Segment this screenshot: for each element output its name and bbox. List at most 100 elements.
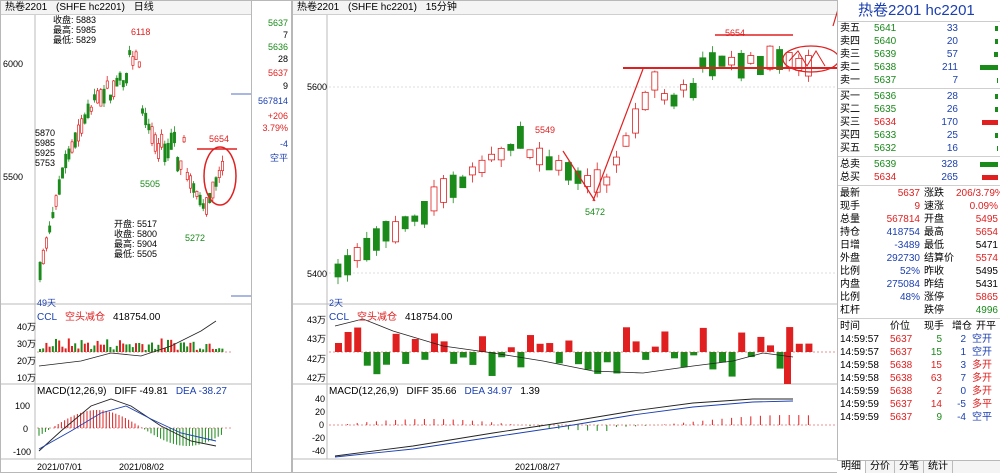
ask-row[interactable]: 卖二 5638 211 xyxy=(838,61,1000,74)
candle-body xyxy=(93,94,96,101)
candle-body xyxy=(57,179,61,195)
candle-body xyxy=(86,103,90,118)
candle-body xyxy=(70,141,74,153)
total-row-volume: 265 xyxy=(941,172,958,183)
bid-row-volume: 170 xyxy=(941,117,958,128)
ask-row-label: 卖五 xyxy=(840,23,860,34)
candle-body xyxy=(536,147,544,166)
ask-row[interactable]: 卖五 5641 33 xyxy=(838,22,1000,35)
ask-row[interactable]: 卖三 5639 57 xyxy=(838,48,1000,61)
candle-body xyxy=(166,143,170,159)
oi-bar xyxy=(151,342,153,352)
tab-detail[interactable]: 明细 xyxy=(837,461,866,473)
stat-label-2: 涨停 xyxy=(924,292,944,303)
oi-bar xyxy=(555,352,563,364)
trade-row[interactable]: 14:59:59 5638 2 0 多开 xyxy=(838,385,1000,398)
oi-bar xyxy=(192,341,195,352)
stat-label: 外盘 xyxy=(840,253,860,264)
candle-body xyxy=(147,123,151,131)
trade-row[interactable]: 14:59:57 5637 15 1 空开 xyxy=(838,346,1000,359)
bid-row[interactable]: 买三 5634 170 xyxy=(838,116,1000,129)
oi-bar xyxy=(61,346,64,352)
stat-value: 275084 xyxy=(886,279,920,290)
trade-price: 5637 xyxy=(890,334,913,345)
bid-row[interactable]: 买二 5635 26 xyxy=(838,103,1000,116)
tab-tick[interactable]: 分笔 xyxy=(895,461,924,473)
tab-price[interactable]: 分价 xyxy=(866,461,895,473)
trade-row[interactable]: 14:59:59 5637 9 -4 空平 xyxy=(838,411,1000,424)
total-row[interactable]: 总买 5634 265 xyxy=(838,171,1000,184)
stat-row: 杠杆 跌停 4996 xyxy=(838,304,1000,317)
trade-row[interactable]: 14:59:58 5638 63 7 多开 xyxy=(838,372,1000,385)
bid-row-label: 买二 xyxy=(840,104,860,115)
oi-bar xyxy=(431,333,438,352)
ask-row-price: 5639 xyxy=(874,49,897,60)
bid-row-label: 买五 xyxy=(840,143,860,154)
ohlc-tooltip-top: 收盘: 5883 最高: 5985 最低: 5829 xyxy=(53,15,97,45)
trade-oi-change: 0 xyxy=(960,386,966,397)
trade-row[interactable]: 14:59:58 5638 15 3 多开 xyxy=(838,359,1000,372)
total-row[interactable]: 总卖 5639 328 xyxy=(838,158,1000,171)
oi-bar xyxy=(109,347,112,352)
bid-row-volume-bar xyxy=(995,133,998,138)
period-label[interactable]: 日线 xyxy=(133,2,154,13)
trade-type: 空平 xyxy=(972,412,992,423)
oi-bar xyxy=(115,345,118,352)
candle-body xyxy=(102,88,106,104)
oi-bar xyxy=(479,336,486,352)
trend-line xyxy=(592,68,644,202)
stat-value: 48% xyxy=(899,292,920,303)
bid-row[interactable]: 买一 5636 28 xyxy=(838,90,1000,103)
oi-line xyxy=(38,320,217,367)
macd-header: MACD(12,26,9) DIFF -49.81 DEA -38.27 xyxy=(37,386,227,397)
bid-row[interactable]: 买五 5632 16 xyxy=(838,142,1000,155)
daily-chart-panel[interactable]: 热卷2201 (SHFE hc2201) 日线 收盘: 5883 最高: 598… xyxy=(0,0,252,473)
mark-recent: 5654 xyxy=(209,134,230,144)
oi-bar xyxy=(747,352,755,358)
trade-type: 多平 xyxy=(972,399,992,410)
oi-bar xyxy=(55,338,57,352)
trade-time: 14:59:58 xyxy=(840,360,879,371)
trades-table[interactable]: 时间 价位 现手 增仓 开平 14:59:57 5637 5 2 空开 14:59:57 5637 15… xyxy=(838,320,1000,424)
trade-row[interactable]: 14:59:57 5637 5 2 空开 xyxy=(838,333,1000,346)
bid-row[interactable]: 买四 5633 25 xyxy=(838,129,1000,142)
oi-bar xyxy=(67,338,70,352)
total-row-volume-bar xyxy=(979,162,998,167)
oi-bar xyxy=(699,327,707,352)
oi-bar xyxy=(51,346,54,352)
ask-row-label: 卖一 xyxy=(840,75,860,86)
oi-bar xyxy=(186,346,189,352)
oi-bar xyxy=(138,342,141,352)
stat-value-2: 206/3.79% xyxy=(956,188,1000,199)
bid-row-volume: 16 xyxy=(946,143,958,154)
stat-value-2: 5471 xyxy=(975,240,998,251)
oi-bar xyxy=(195,349,198,352)
ask-row[interactable]: 卖一 5637 7 xyxy=(838,74,1000,87)
oi-bar xyxy=(221,348,224,352)
trade-oi-change: -4 xyxy=(957,412,966,423)
candle-body xyxy=(73,132,77,148)
ask-row-label: 卖四 xyxy=(840,36,860,47)
oi-bar xyxy=(603,352,611,363)
candle-body xyxy=(112,80,116,98)
stat-value: 567814 xyxy=(886,214,920,225)
tab-stats[interactable]: 统计 xyxy=(924,461,953,473)
candle-body xyxy=(189,175,192,189)
ask-row[interactable]: 卖四 5640 20 xyxy=(838,35,1000,48)
intraday-chart-panel[interactable]: 热卷2201 (SHFE hc2201) 15分钟 5600 5400 5654… xyxy=(292,0,838,473)
trade-volume: 14 xyxy=(930,399,942,410)
instrument-name: 热卷2201 xyxy=(5,2,48,13)
candle-body xyxy=(411,215,419,222)
oi-bar xyxy=(39,348,41,352)
trade-row[interactable]: 14:59:59 5637 14 -5 多平 xyxy=(838,398,1000,411)
oi-bar xyxy=(144,349,147,352)
trade-col-header: 价位 xyxy=(890,321,910,332)
trade-type: 多开 xyxy=(972,386,992,397)
oi-bar xyxy=(651,346,659,352)
candle-body xyxy=(179,160,183,170)
wave-mark xyxy=(788,50,826,67)
oi-bar xyxy=(202,349,205,352)
trade-oi-change: 7 xyxy=(960,373,966,384)
candle-body xyxy=(217,170,221,178)
